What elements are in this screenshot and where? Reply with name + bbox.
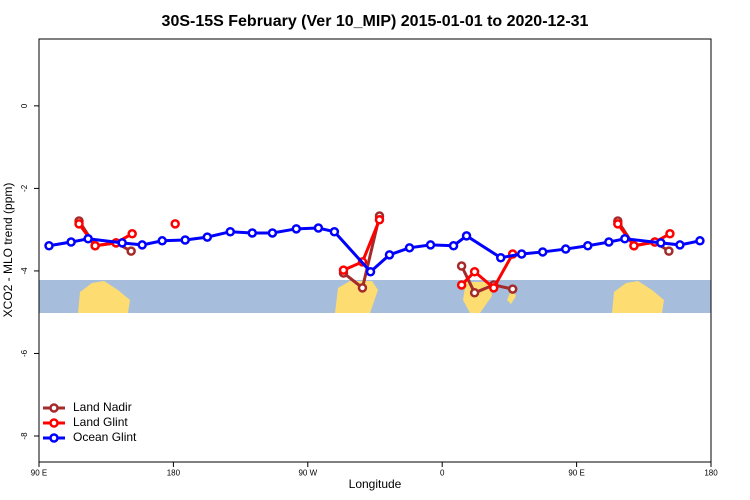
data-point: [629, 241, 639, 251]
x-tick-label: 90 E: [568, 469, 584, 478]
data-point: [665, 229, 675, 239]
x-tick-label: 180: [167, 469, 181, 478]
data-point: [469, 288, 480, 298]
data-point: [157, 236, 167, 246]
landmass: [612, 281, 664, 313]
data-point: [117, 238, 127, 248]
data-point: [656, 238, 666, 248]
landmass: [335, 281, 378, 313]
data-point: [675, 240, 685, 250]
data-point: [83, 233, 93, 244]
data-point: [469, 267, 480, 277]
data-point: [495, 252, 506, 263]
data-point: [516, 249, 527, 259]
legend-label: Land Nadir: [73, 400, 132, 414]
x-tick-label: 0: [440, 469, 445, 478]
y-axis-label: XCO2 - MLO trend (ppm): [1, 183, 15, 318]
data-point: [404, 243, 415, 253]
data-point: [127, 229, 137, 239]
data-point: [583, 241, 593, 251]
data-point: [560, 244, 571, 254]
data-point: [613, 219, 623, 229]
data-point: [137, 240, 147, 250]
legend-marker: [49, 433, 59, 443]
data-point: [537, 247, 548, 257]
x-tick-label: 90 E: [31, 469, 47, 478]
y-tick-label: -8: [20, 432, 29, 440]
x-tick-label: 90 W: [298, 469, 317, 478]
legend-marker: [49, 403, 59, 413]
data-point: [456, 261, 467, 271]
legend-label: Ocean Glint: [73, 430, 137, 444]
data-point: [267, 228, 278, 238]
data-point: [604, 237, 614, 247]
data-point: [44, 241, 54, 251]
data-point: [425, 240, 436, 250]
data-point: [170, 219, 180, 229]
y-tick-label: -2: [20, 184, 29, 192]
data-point: [365, 267, 376, 277]
data-point: [66, 237, 76, 247]
data-point: [74, 219, 84, 229]
data-point: [338, 265, 349, 275]
data-point: [488, 283, 499, 293]
series-line: [77, 219, 671, 291]
y-tick-label: -6: [20, 349, 29, 357]
data-point: [247, 228, 257, 238]
data-point: [225, 226, 236, 237]
data-point: [507, 284, 518, 294]
x-axis-label: Longitude: [349, 477, 402, 491]
data-point: [202, 232, 213, 242]
x-tick-label: 180: [704, 469, 718, 478]
legend-label: Land Glint: [73, 415, 128, 429]
data-point: [456, 280, 467, 290]
map-band: [39, 280, 711, 313]
data-point: [461, 231, 472, 241]
data-point: [313, 223, 324, 233]
data-point: [374, 215, 385, 225]
data-point: [448, 241, 459, 251]
data-point: [291, 224, 302, 234]
data-point: [126, 246, 136, 256]
data-point: [384, 250, 395, 260]
data-point: [180, 235, 190, 245]
data-point: [357, 283, 368, 293]
data-point: [620, 233, 630, 244]
landmass: [78, 281, 130, 313]
data-point: [695, 236, 705, 246]
data-point: [90, 241, 100, 251]
chart-title: 30S-15S February (Ver 10_MIP) 2015-01-01…: [162, 13, 589, 30]
legend-marker: [49, 418, 59, 428]
y-tick-label: -4: [20, 267, 29, 275]
data-point: [664, 246, 674, 256]
data-point: [329, 226, 340, 237]
plot-frame: [38, 38, 712, 463]
y-tick-label: 0: [20, 103, 29, 108]
